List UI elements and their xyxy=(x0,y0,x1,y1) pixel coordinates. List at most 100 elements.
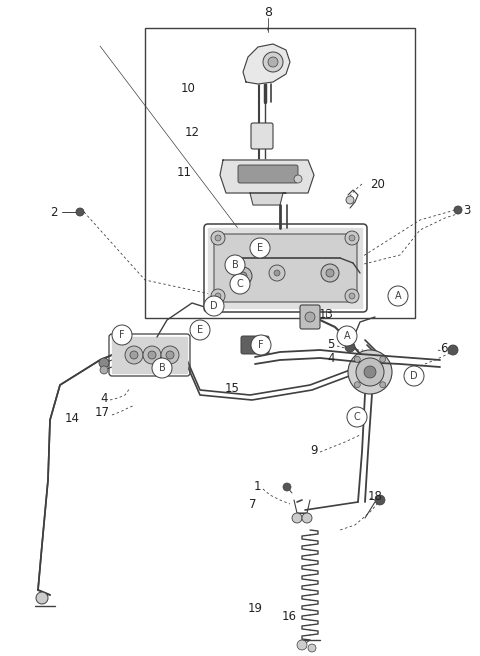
Circle shape xyxy=(321,264,339,282)
Circle shape xyxy=(215,235,221,241)
FancyBboxPatch shape xyxy=(300,305,320,329)
FancyBboxPatch shape xyxy=(238,165,298,183)
Circle shape xyxy=(454,206,462,214)
Text: F: F xyxy=(119,330,125,340)
Polygon shape xyxy=(220,160,314,193)
Circle shape xyxy=(345,342,355,352)
Circle shape xyxy=(166,351,174,359)
Text: 17: 17 xyxy=(95,407,110,419)
Circle shape xyxy=(326,269,334,277)
Circle shape xyxy=(354,382,360,388)
Circle shape xyxy=(215,293,221,299)
Text: 19: 19 xyxy=(248,602,263,615)
Polygon shape xyxy=(243,44,290,84)
Polygon shape xyxy=(208,228,362,308)
Text: D: D xyxy=(410,371,418,381)
Text: B: B xyxy=(232,260,239,270)
Text: 6: 6 xyxy=(440,342,447,354)
Circle shape xyxy=(234,267,252,285)
Circle shape xyxy=(308,644,316,652)
Text: 9: 9 xyxy=(311,443,318,457)
Text: 2: 2 xyxy=(50,205,58,218)
Circle shape xyxy=(356,358,384,386)
Circle shape xyxy=(251,335,271,355)
Circle shape xyxy=(230,274,250,294)
Circle shape xyxy=(345,231,359,245)
Circle shape xyxy=(100,366,108,374)
Circle shape xyxy=(36,592,48,604)
Circle shape xyxy=(269,265,285,281)
Polygon shape xyxy=(250,193,283,205)
Circle shape xyxy=(161,346,179,364)
Circle shape xyxy=(349,293,355,299)
FancyBboxPatch shape xyxy=(251,123,273,149)
Circle shape xyxy=(348,350,392,394)
Text: 18: 18 xyxy=(368,491,383,504)
FancyBboxPatch shape xyxy=(214,234,357,302)
Text: F: F xyxy=(258,340,264,350)
FancyBboxPatch shape xyxy=(241,336,269,354)
Circle shape xyxy=(337,326,357,346)
Text: C: C xyxy=(237,279,243,289)
Circle shape xyxy=(250,238,270,258)
Circle shape xyxy=(112,325,132,345)
Text: 8: 8 xyxy=(264,5,272,18)
Circle shape xyxy=(225,255,245,275)
Circle shape xyxy=(211,231,225,245)
Circle shape xyxy=(347,407,367,427)
Circle shape xyxy=(448,345,458,355)
Circle shape xyxy=(294,175,302,183)
Text: D: D xyxy=(210,301,218,311)
Text: 14: 14 xyxy=(64,411,80,424)
Circle shape xyxy=(143,346,161,364)
Text: 4: 4 xyxy=(100,392,108,405)
Circle shape xyxy=(130,351,138,359)
Polygon shape xyxy=(112,337,187,373)
Text: 16: 16 xyxy=(282,609,297,623)
Circle shape xyxy=(302,513,312,523)
Circle shape xyxy=(283,483,291,491)
Text: 3: 3 xyxy=(463,203,470,216)
Circle shape xyxy=(404,366,424,386)
Circle shape xyxy=(274,270,280,276)
Text: 15: 15 xyxy=(225,382,240,394)
Text: 10: 10 xyxy=(181,81,196,94)
Text: E: E xyxy=(257,243,263,253)
Text: 12: 12 xyxy=(185,127,200,140)
Circle shape xyxy=(345,289,359,303)
Text: 13: 13 xyxy=(319,308,334,321)
Circle shape xyxy=(76,208,84,216)
Text: B: B xyxy=(158,363,166,373)
Circle shape xyxy=(375,495,385,505)
Circle shape xyxy=(380,382,386,388)
Circle shape xyxy=(125,346,143,364)
Text: A: A xyxy=(344,331,350,341)
Circle shape xyxy=(349,235,355,241)
Circle shape xyxy=(380,356,386,362)
Circle shape xyxy=(99,358,109,368)
Circle shape xyxy=(305,312,315,322)
Text: 20: 20 xyxy=(370,178,385,190)
Circle shape xyxy=(190,320,210,340)
Circle shape xyxy=(297,640,307,650)
Text: C: C xyxy=(354,412,360,422)
Text: 5: 5 xyxy=(328,337,335,350)
Circle shape xyxy=(148,351,156,359)
Circle shape xyxy=(388,286,408,306)
Circle shape xyxy=(292,513,302,523)
Circle shape xyxy=(204,296,224,316)
Circle shape xyxy=(268,57,278,67)
Text: 4: 4 xyxy=(327,352,335,365)
Text: 11: 11 xyxy=(177,165,192,178)
Circle shape xyxy=(354,356,360,362)
Circle shape xyxy=(346,196,354,204)
Text: E: E xyxy=(197,325,203,335)
Text: A: A xyxy=(395,291,401,301)
Circle shape xyxy=(263,52,283,72)
Circle shape xyxy=(364,366,376,378)
Circle shape xyxy=(152,358,172,378)
Text: 1: 1 xyxy=(253,480,261,493)
Circle shape xyxy=(239,272,247,280)
Bar xyxy=(145,28,415,318)
Circle shape xyxy=(211,289,225,303)
